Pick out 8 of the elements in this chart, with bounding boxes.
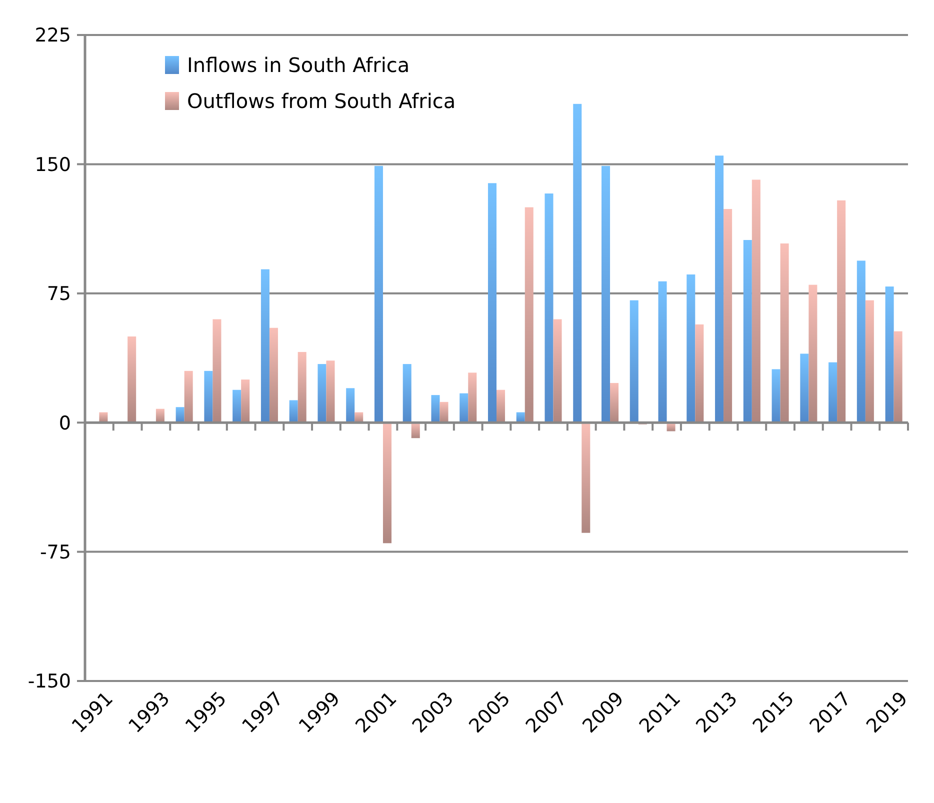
y-tick-label: 75 <box>46 283 71 306</box>
y-tick-label: 150 <box>34 154 71 176</box>
legend-label: Outflows from South Africa <box>187 89 456 113</box>
y-tick-label: 0 <box>58 412 71 434</box>
y-tick-label: -75 <box>40 541 71 564</box>
legend-label: Inflows in South Africa <box>187 53 410 77</box>
y-tick-label: -150 <box>28 670 71 693</box>
y-tick-label: 225 <box>34 24 71 47</box>
